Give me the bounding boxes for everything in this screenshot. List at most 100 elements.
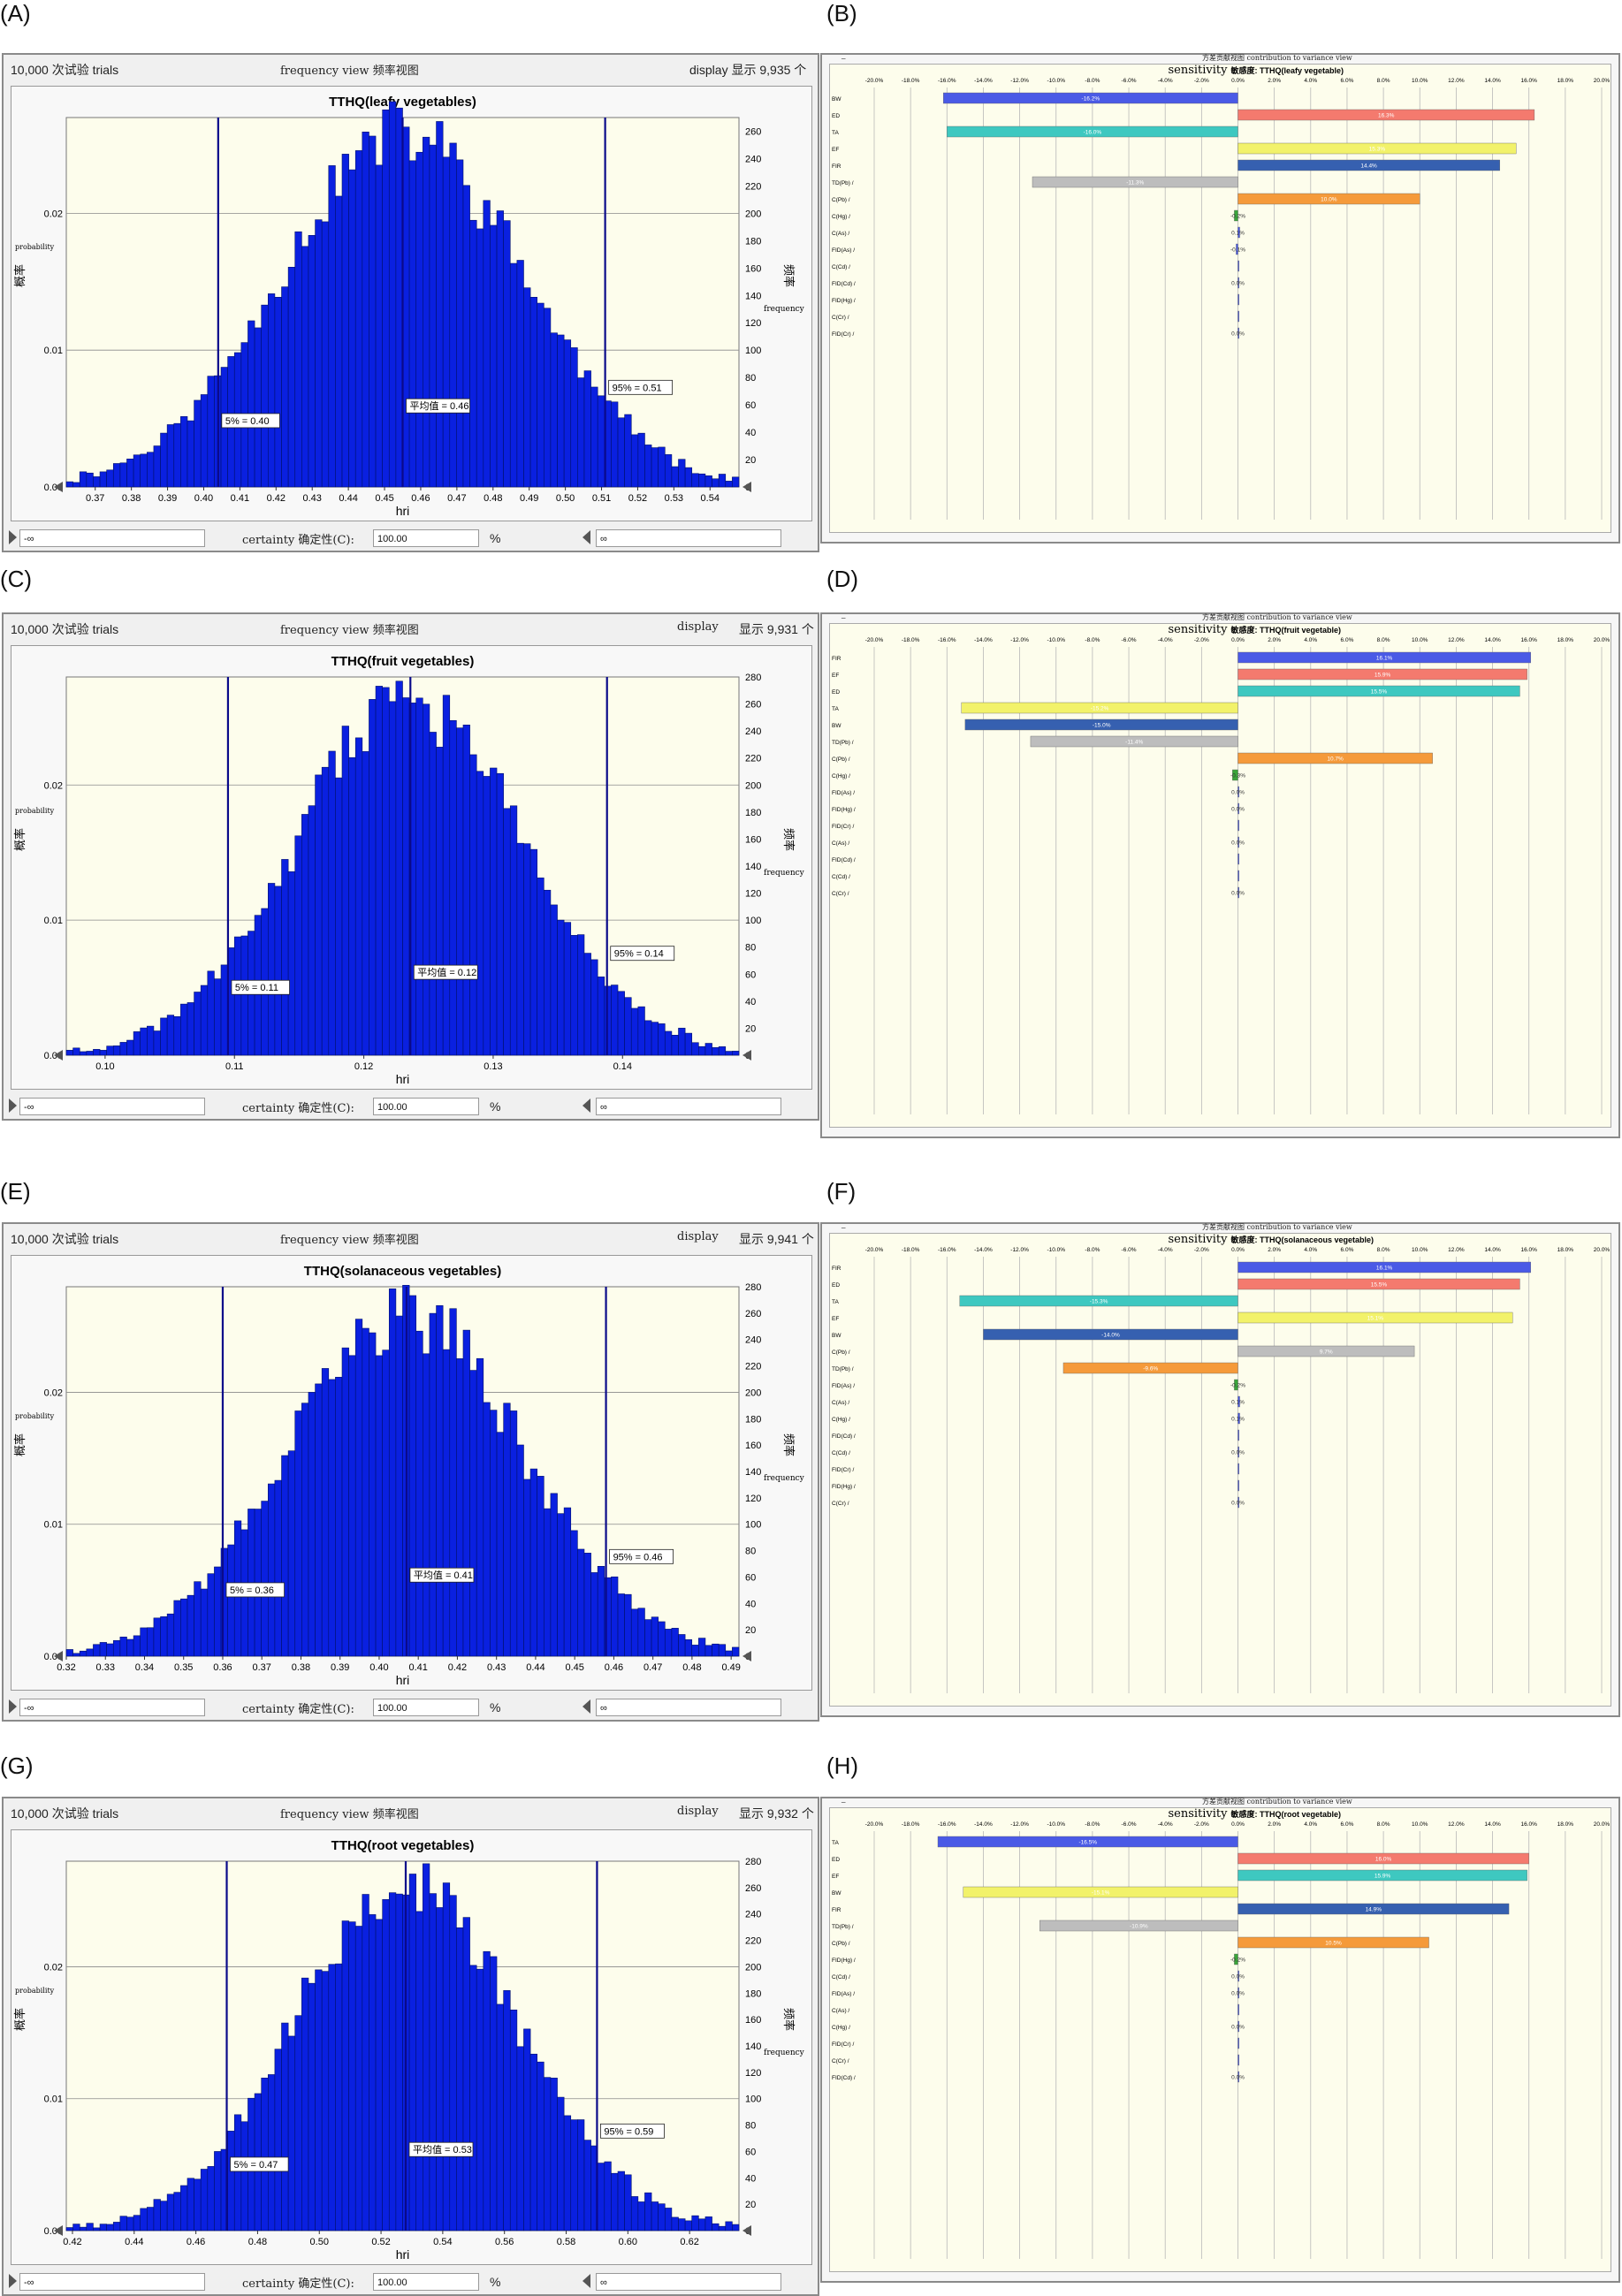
histogram-bar [671,1628,679,1657]
window-control[interactable]: _ [841,51,846,59]
right-arrow-icon[interactable] [583,530,590,544]
x-tick-label: 0.53 [665,493,683,504]
bar-value-label: -16.5% [1078,1840,1097,1846]
left-grabber[interactable] [54,2225,63,2236]
histogram-bar [267,293,276,488]
y-right-tick-label: 140 [745,862,761,872]
panel-label-c: (C) [0,566,33,592]
histogram-bar [503,1990,511,2231]
histogram-bar [301,1977,309,2231]
window-control[interactable]: _ [841,611,846,619]
x-tick-label: 10.0% [1412,1821,1428,1828]
histogram-bar [624,997,632,1056]
histogram-bar [362,132,369,488]
histogram-bar [712,2223,720,2231]
histogram-bar [86,1648,94,1657]
certainty-label: certainty 确定性(C): [242,2277,354,2291]
left-grabber[interactable] [54,1651,63,1661]
window-control[interactable]: _ [841,1220,846,1228]
histogram-bar [529,296,538,488]
histogram-bar [153,2199,161,2231]
upper-bound-input[interactable]: ∞ [596,1699,781,1716]
y-right-tick-label: 240 [745,726,761,737]
x-tick-label: 16.0% [1520,78,1537,84]
left-grabber[interactable] [54,1050,63,1061]
marker-label-box [409,1567,475,1583]
y-right-tick-label: 200 [745,1387,761,1398]
right-arrow-icon[interactable] [583,2274,590,2288]
y-right-tick-label: 180 [745,1988,761,1999]
lower-bound-input[interactable]: -∞ [19,1098,205,1115]
right-grabber[interactable] [742,1651,751,1661]
histogram-bar [160,1017,168,1056]
right-arrow-icon[interactable] [583,1099,590,1113]
certainty-input[interactable]: 100.00 [373,2273,479,2291]
category-label: C(As) / [832,1400,849,1406]
histogram-bar [469,219,477,488]
histogram-bar [462,1917,470,2231]
x-tick-label: 0.0% [1231,637,1245,643]
x-tick-label: 8.0% [1377,1247,1390,1253]
histogram-bar [537,1476,544,1657]
histogram-bar [227,2131,235,2231]
y-right-tick-label: 100 [745,1520,761,1531]
upper-bound-input[interactable]: ∞ [596,529,781,547]
x-tick-label: 12.0% [1448,637,1465,643]
histogram-bar [671,466,679,488]
histogram-bar [321,1368,330,1657]
chart-title: TTHQ(solanaceous vegetables) [304,1264,501,1279]
histogram-bar [637,1608,645,1657]
right-arrow-icon[interactable] [583,1699,590,1714]
right-grabber[interactable] [742,1050,751,1061]
certainty-input[interactable]: 100.00 [373,1098,479,1115]
histogram-bar [328,1964,336,2231]
histogram-bar [712,1643,720,1657]
left-arrow-icon[interactable] [9,1099,17,1113]
x-tick-label: -2.0% [1194,637,1209,643]
category-label: FID(Cd) / [832,857,856,863]
right-grabber[interactable] [742,2225,751,2236]
histogram-bar [369,1332,377,1657]
chart-title: 敏感度: TTHQ(fruit vegetable) [1230,625,1342,635]
panel-label-a: (A) [0,0,31,27]
lower-bound-input[interactable]: -∞ [19,529,205,547]
upper-bound-input[interactable]: ∞ [596,1098,781,1115]
x-tick-label: 20.0% [1594,78,1611,84]
histogram-bar [509,262,518,488]
left-arrow-icon[interactable] [9,530,17,544]
histogram-bar [544,2077,552,2231]
sensitivity-bar [1237,1311,1513,1324]
certainty-input[interactable]: 100.00 [373,1699,479,1716]
histogram-bar [503,808,511,1056]
lower-bound-input[interactable]: -∞ [19,1699,205,1716]
right-grabber[interactable] [742,482,751,492]
histogram-bar [583,370,591,488]
chart-title-en: sensitivity [1168,1234,1228,1246]
histogram-bar [72,482,80,488]
x-tick-label: 6.0% [1341,1247,1354,1253]
category-label: FID(Cd) / [832,281,856,287]
marker-label-box [221,413,280,429]
y-left-label-en: probability [15,1987,55,1995]
left-grabber[interactable] [54,482,63,492]
x-tick-label: -18.0% [902,1247,920,1253]
sensitivity-bar [1237,1345,1415,1357]
upper-bound-input[interactable]: ∞ [596,2273,781,2291]
histogram-bar [671,2216,679,2231]
histogram-bar [658,446,666,488]
histogram-bar [187,420,194,488]
certainty-input[interactable]: 100.00 [373,529,479,547]
histogram-bar [537,302,544,488]
x-axis-label: hri [396,1072,410,1086]
histogram-bar [617,2171,625,2231]
panel-label-f: (F) [826,1178,857,1205]
bar-value-label: 15.1% [1367,1316,1384,1322]
window-control[interactable]: _ [841,1795,846,1803]
category-label: ED [832,689,840,696]
left-arrow-icon[interactable] [9,2274,17,2288]
histogram-bar [476,228,484,488]
left-arrow-icon[interactable] [9,1699,17,1714]
category-label: TD(Pb) / [832,1924,854,1930]
sensitivity-chart: sensitivity 敏感度: TTHQ(root vegetable) -20.… [832,1807,1610,2259]
lower-bound-input[interactable]: -∞ [19,2273,205,2291]
